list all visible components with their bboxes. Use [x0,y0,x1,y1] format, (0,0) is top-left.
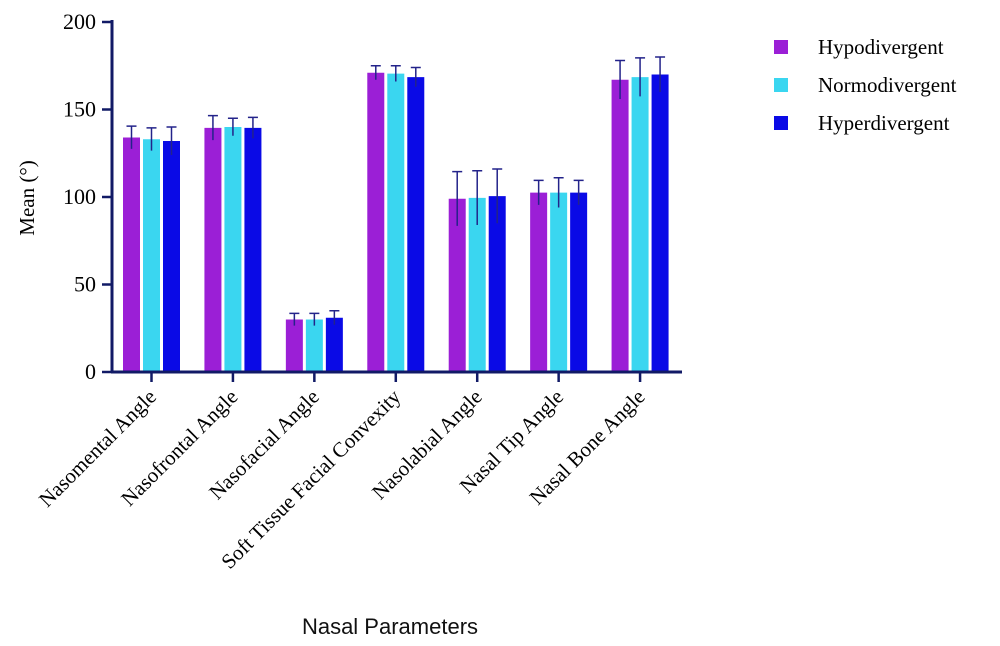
bar [305,319,323,372]
y-tick-label: 0 [85,359,96,384]
bar [488,196,506,372]
legend: Hypodivergent Normodivergent Hyperdivergen… [774,35,957,135]
bar [163,141,180,372]
bar [448,198,466,372]
bar [244,127,262,372]
bar [123,137,140,372]
y-tick-label: 100 [63,184,96,209]
legend-label: Hypodivergent [818,35,944,59]
legend-label: Hyperdivergent [818,111,950,135]
y-tick-label: 150 [63,97,96,122]
legend-swatch [774,40,788,54]
legend-label: Normodivergent [818,73,957,97]
bar [631,77,649,372]
bar [204,127,222,372]
x-axis-title: Nasal Parameters [302,614,478,639]
bar [367,72,385,372]
legend-swatch [774,116,788,130]
bar [651,74,669,372]
bar [550,192,568,372]
y-tick-label: 50 [74,272,96,297]
error-bars-layer [126,56,666,326]
bar [285,319,303,372]
bar [325,317,343,372]
bar [468,197,486,372]
bar [611,79,629,372]
y-ticks: 0 50 100 150 200 [63,9,112,384]
bars-layer [123,72,669,372]
bar [407,77,425,372]
bar [143,139,160,372]
bar [530,192,548,372]
y-tick-label: 200 [63,9,96,34]
bar [387,73,405,372]
y-axis-title: Mean (°) [15,160,39,235]
legend-swatch [774,78,788,92]
bar [570,192,588,372]
bar [224,127,242,372]
